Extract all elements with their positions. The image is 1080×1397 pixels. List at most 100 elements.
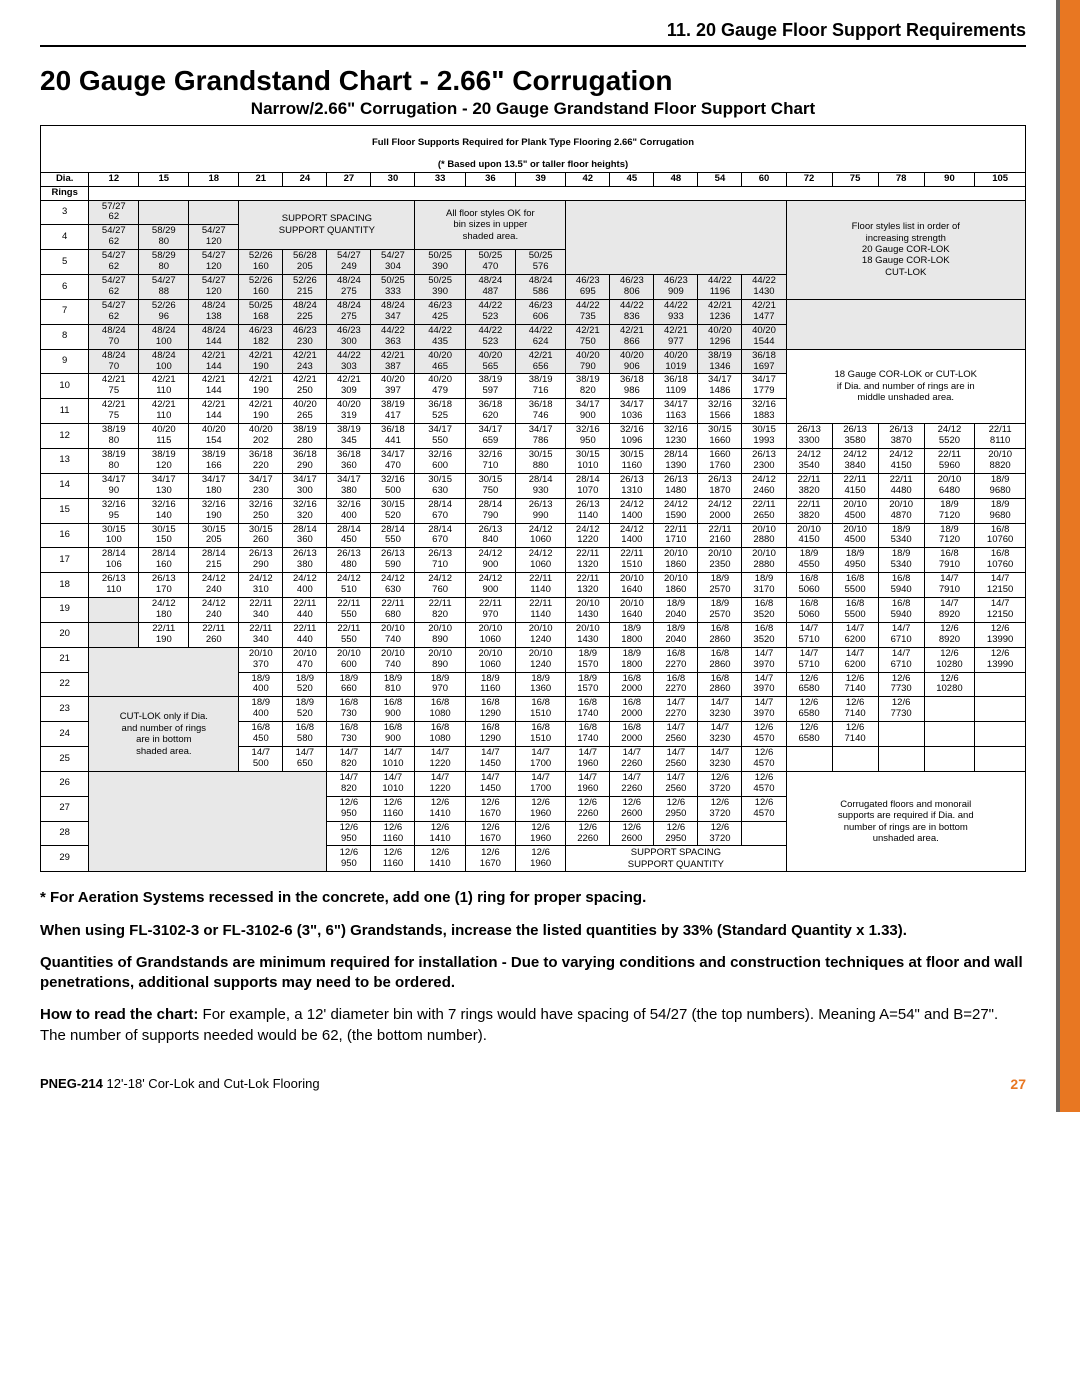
table-cell: 16/8 1740 [566,722,610,747]
table-cell: 12/6 7730 [878,697,924,722]
table-cell: 24/12 3840 [832,448,878,473]
table-cell: 22/11 340 [239,598,283,623]
table-cell: 22/11 550 [327,598,371,623]
table-cell: 18/9 970 [415,672,465,697]
table-cell: 36/18 1109 [654,374,698,399]
table-cell: 44/22 933 [654,299,698,324]
table-cell: 32/16 250 [239,498,283,523]
table-cell: 14/7 1220 [415,771,465,796]
table-cell: 12/6 7730 [878,672,924,697]
table-cell: 20/10 1060 [465,647,515,672]
table-cell: 36/18 290 [283,448,327,473]
table-cell: 40/20 1019 [654,349,698,374]
table-cell: 14/7 5710 [786,647,832,672]
table-cell: 58/29 80 [139,225,189,250]
table-cell: 30/15 260 [239,523,283,548]
table-cell: 26/13 170 [139,573,189,598]
col-header: 54 [698,172,742,186]
table-cell: 12/6 7140 [832,672,878,697]
table-cell: 28/14 670 [415,523,465,548]
table-cell: 20/10 890 [415,622,465,647]
table-cell [786,747,832,772]
table-cell: 20/10 2350 [698,548,742,573]
table-cell: 12/6 13990 [975,647,1026,672]
table-cell [832,747,878,772]
table-cell: 16/8 10760 [975,548,1026,573]
ring-cell: 29 [41,846,89,872]
table-cell: 44/22 624 [516,324,566,349]
col-header: 60 [742,172,786,186]
table-cell: 40/20 115 [139,424,189,449]
table-cell: 18/9 520 [283,697,327,722]
table-cell: 16/8 10760 [975,523,1026,548]
table-cell: 42/21 1477 [742,299,786,324]
table-cell: 22/11 5960 [924,448,975,473]
table-cell: 50/25 390 [415,275,465,300]
table-cell [924,697,975,722]
table-cell: 24/12 1400 [610,523,654,548]
col-header: 90 [924,172,975,186]
table-cell: 18/9 5340 [878,523,924,548]
table-cell: 14/7 500 [239,747,283,772]
table-cell: 26/13 1140 [566,498,610,523]
table-cell: 46/23 695 [566,275,610,300]
table-cell: 20/10 4870 [878,498,924,523]
table-cell: 12/6 1670 [465,846,515,872]
table-cell: 48/24 144 [189,324,239,349]
table-cell: 12/6 3720 [698,771,742,796]
table-cell: 22/11 190 [139,622,189,647]
table-cell: 16/8 1510 [516,722,566,747]
table-cell: 48/24 275 [327,275,371,300]
col-header: 105 [975,172,1026,186]
table-cell: 22/11 260 [189,622,239,647]
table-cell: 28/14 790 [465,498,515,523]
note-cell: All floor styles OK for bin sizes in upp… [415,200,566,250]
table-cell: 54/27 62 [89,299,139,324]
table-cell: 22/11 680 [371,598,415,623]
table-cell: 26/13 3300 [786,424,832,449]
ring-cell: 5 [41,250,89,275]
col-header: 39 [516,172,566,186]
table-cell: 48/24 70 [89,349,139,374]
col-header: 78 [878,172,924,186]
table-cell: 22/11 340 [239,622,283,647]
table-cell: 12/6 1160 [371,821,415,846]
table-cell: 42/21 243 [283,349,327,374]
table-cell: 22/11 1140 [516,573,566,598]
note-cell: SUPPORT SPACING SUPPORT QUANTITY [239,200,415,250]
ring-cell: 26 [41,771,89,796]
table-cell: 54/27 62 [89,250,139,275]
table-cell: 18/9 810 [371,672,415,697]
table-cell: 38/19 597 [465,374,515,399]
table-cell: 14/7 7910 [924,573,975,598]
table-cell: 16/8 1080 [415,722,465,747]
note-cell: Floor styles list in order of increasing… [786,200,1025,299]
table-cell: 34/17 1779 [742,374,786,399]
table-cell: 36/18 220 [239,448,283,473]
table-cell [89,622,139,647]
table-cell: 28/14 670 [415,498,465,523]
table-cell: 34/17 659 [465,424,515,449]
col-header: 15 [139,172,189,186]
table-cell: 14/7 820 [327,747,371,772]
table-cell: 18/9 1800 [610,647,654,672]
table-cell: 18/9 400 [239,697,283,722]
table-cell: 34/17 900 [566,399,610,424]
col-header: 33 [415,172,465,186]
table-cell: 22/11 970 [465,598,515,623]
table-cell: 20/10 1240 [516,647,566,672]
table-cell: 26/13 1480 [654,473,698,498]
table-cell: 14/7 1010 [371,771,415,796]
table-cell: 34/17 90 [89,473,139,498]
table-cell: 12/6 1160 [371,796,415,821]
table-cell: 32/16 1230 [654,424,698,449]
table-cell: 12/6 13990 [975,622,1026,647]
table-cell: 42/21 110 [139,374,189,399]
table-cell: 34/17 786 [516,424,566,449]
table-cell: 18/9 1570 [566,672,610,697]
table-cell: 16/8 2270 [654,672,698,697]
table-cell: 38/19 280 [283,424,327,449]
table-cell: 22/11 4480 [878,473,924,498]
table-cell: 14/7 3970 [742,672,786,697]
table-cell: 32/16 320 [283,498,327,523]
